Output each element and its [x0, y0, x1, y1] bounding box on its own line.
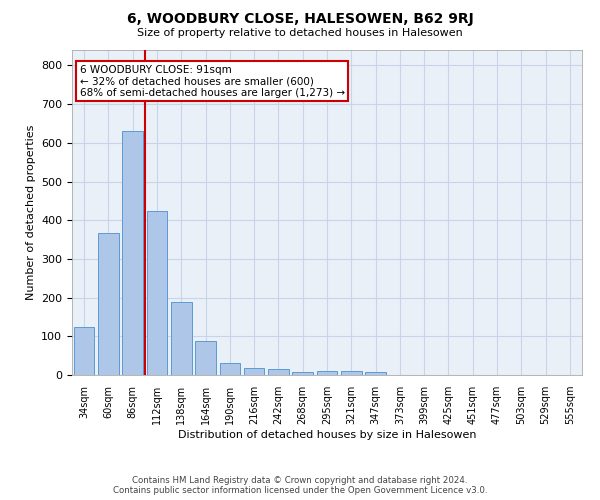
Bar	[98, 233, 119, 375]
Text: Size of property relative to detached houses in Halesowen: Size of property relative to detached ho…	[137, 28, 463, 38]
Bar	[268, 369, 289, 375]
Y-axis label: Number of detached properties: Number of detached properties	[26, 125, 35, 300]
Text: 6 WOODBURY CLOSE: 91sqm
← 32% of detached houses are smaller (600)
68% of semi-d: 6 WOODBURY CLOSE: 91sqm ← 32% of detache…	[80, 64, 345, 98]
Bar	[317, 371, 337, 375]
Text: Contains HM Land Registry data © Crown copyright and database right 2024.
Contai: Contains HM Land Registry data © Crown c…	[113, 476, 487, 495]
Bar	[365, 372, 386, 375]
Bar	[171, 302, 191, 375]
Bar	[292, 372, 313, 375]
Bar	[122, 131, 143, 375]
Bar	[74, 326, 94, 375]
Bar	[341, 371, 362, 375]
X-axis label: Distribution of detached houses by size in Halesowen: Distribution of detached houses by size …	[178, 430, 476, 440]
Bar	[220, 362, 240, 375]
Bar	[195, 341, 216, 375]
Bar	[244, 368, 265, 375]
Bar	[146, 210, 167, 375]
Text: 6, WOODBURY CLOSE, HALESOWEN, B62 9RJ: 6, WOODBURY CLOSE, HALESOWEN, B62 9RJ	[127, 12, 473, 26]
